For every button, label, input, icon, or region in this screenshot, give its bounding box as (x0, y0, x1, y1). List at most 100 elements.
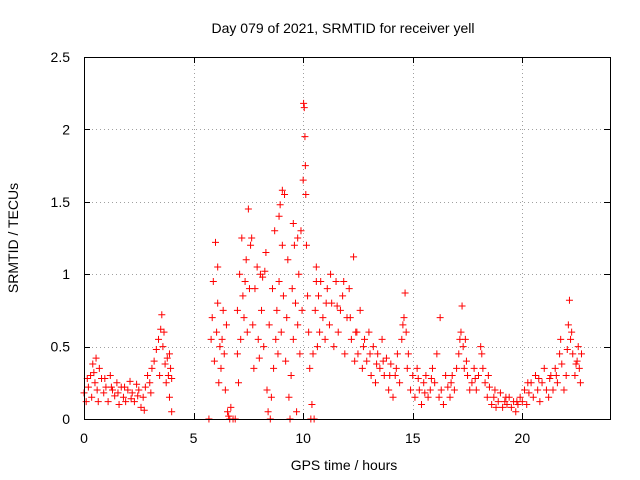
data-point (444, 383, 452, 391)
x-tick-label: 5 (190, 430, 198, 446)
data-point (92, 354, 100, 362)
data-point (160, 328, 168, 336)
axes: 0 5 10 15 20 0 0.5 1 1.5 2 2.5 (51, 49, 610, 446)
data-point (484, 372, 492, 380)
data-point (413, 364, 421, 372)
data-point (568, 328, 576, 336)
data-point (114, 389, 122, 397)
y-tick-label: 0 (62, 411, 70, 427)
data-point (426, 386, 434, 394)
data-point (238, 234, 246, 242)
data-point (407, 386, 415, 394)
data-point (560, 386, 568, 394)
data-point (534, 386, 542, 394)
data-point (409, 372, 417, 380)
data-point (525, 389, 533, 397)
data-point (325, 321, 333, 329)
data-point (127, 395, 135, 403)
data-point (358, 364, 366, 372)
data-point (339, 292, 347, 300)
data-point (258, 306, 266, 314)
data-point (113, 379, 121, 387)
data-point (492, 403, 500, 411)
data-point (309, 350, 317, 358)
data-point (243, 328, 251, 336)
data-point (351, 357, 359, 365)
data-point (101, 374, 109, 382)
data-point (483, 393, 491, 401)
data-point (546, 374, 554, 382)
data-point (298, 306, 306, 314)
data-point (93, 386, 101, 394)
data-point (450, 386, 458, 394)
data-point (378, 335, 386, 343)
data-point (389, 393, 397, 401)
data-point (319, 314, 327, 322)
data-point (556, 350, 564, 358)
data-point (420, 379, 428, 387)
data-point (385, 386, 393, 394)
data-point (557, 335, 565, 343)
data-point (459, 343, 467, 351)
data-point (470, 364, 478, 372)
data-point (227, 403, 235, 411)
data-point (168, 408, 176, 416)
data-point (553, 379, 561, 387)
data-point (162, 379, 170, 387)
data-point (159, 343, 167, 351)
data-point (87, 372, 95, 380)
data-point (147, 389, 155, 397)
data-point (126, 377, 134, 385)
data-point (396, 379, 404, 387)
data-point (82, 398, 90, 406)
data-point (108, 386, 116, 394)
data-point (284, 256, 292, 264)
data-point (161, 360, 169, 368)
data-point (158, 311, 166, 319)
data-point (447, 379, 455, 387)
data-point (254, 335, 262, 343)
data-point (399, 321, 407, 329)
data-point (141, 383, 149, 391)
data-point (282, 357, 290, 365)
data-point (100, 389, 108, 397)
data-point (271, 227, 279, 235)
data-point (288, 285, 296, 293)
y-tick-label: 1 (62, 266, 70, 282)
data-point (165, 393, 173, 401)
y-axis-label: SRMTID / TECUs (5, 183, 21, 293)
data-point (268, 285, 276, 293)
data-point (455, 350, 463, 358)
data-point (521, 386, 529, 394)
data-point (435, 393, 443, 401)
x-axis-label: GPS time / hours (291, 457, 398, 473)
data-point (285, 393, 293, 401)
data-point (150, 357, 158, 365)
data-point (287, 372, 295, 380)
data-point (512, 408, 520, 416)
data-point (267, 393, 275, 401)
data-point (485, 383, 493, 391)
data-point (253, 263, 261, 271)
data-point (494, 398, 502, 406)
data-point (333, 302, 341, 310)
data-point (315, 292, 323, 300)
data-point (214, 263, 222, 271)
data-point (321, 335, 329, 343)
x-tick-label: 15 (405, 430, 421, 446)
y-tick-label: 1.5 (51, 194, 71, 210)
data-point (356, 306, 364, 314)
data-point (278, 186, 286, 194)
data-point (293, 408, 301, 416)
data-point (312, 263, 320, 271)
data-point (265, 321, 273, 329)
data-point (275, 277, 283, 285)
data-point (244, 205, 252, 213)
data-point (304, 292, 312, 300)
data-point (212, 238, 219, 246)
data-point (225, 412, 233, 420)
data-point (235, 379, 243, 387)
data-point (296, 350, 304, 358)
data-point (353, 328, 361, 336)
data-point (439, 401, 447, 409)
